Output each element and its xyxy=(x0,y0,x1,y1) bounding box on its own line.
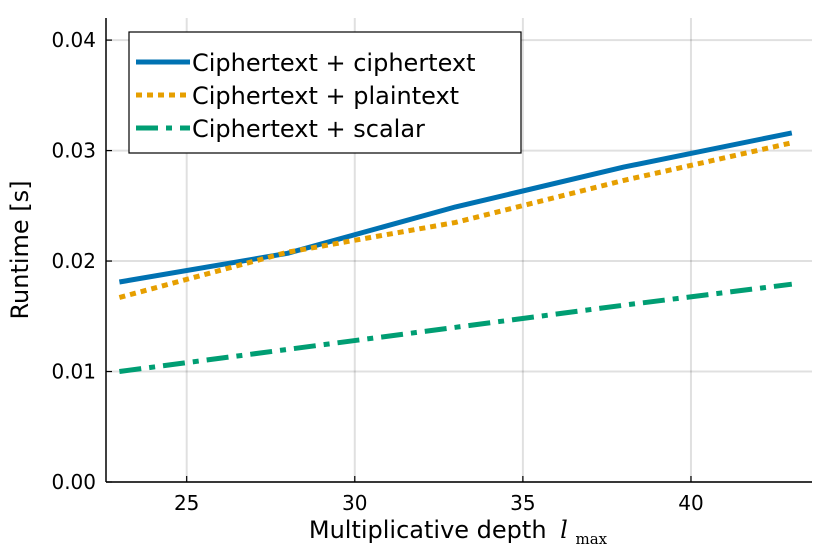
legend-box xyxy=(128,31,522,154)
series-line-2 xyxy=(118,140,793,300)
series-lines xyxy=(118,130,793,374)
legend-label-1: Ciphertext + ciphertext xyxy=(192,49,476,77)
x-axis-label-math: l xyxy=(560,516,568,544)
series-line-3 xyxy=(119,281,793,374)
x-axis-label-subscript: max xyxy=(576,530,608,548)
legend-label-3: Ciphertext + scalar xyxy=(192,115,425,143)
x-tick-label: 40 xyxy=(678,491,703,515)
y-tick-label: 0.04 xyxy=(51,28,96,52)
y-tick-label: 0.01 xyxy=(51,360,96,384)
y-tick-label: 0.03 xyxy=(51,139,96,163)
y-tick-label: 0.00 xyxy=(51,470,96,494)
x-axis-label: Multiplicative depth l max xyxy=(309,516,608,548)
x-tick-label: 30 xyxy=(342,491,367,515)
legend-label-2: Ciphertext + plaintext xyxy=(192,82,459,110)
y-ticks: 0.00 0.01 0.02 0.03 0.04 xyxy=(51,28,112,494)
x-tick-label: 35 xyxy=(510,491,535,515)
x-axis-label-text: Multiplicative depth xyxy=(309,516,547,544)
x-ticks: 25 30 35 40 xyxy=(174,476,704,515)
axes xyxy=(105,18,812,483)
series-line-1 xyxy=(118,130,793,285)
x-tick-label: 25 xyxy=(174,491,199,515)
y-axis-label: Runtime [s] xyxy=(6,180,34,319)
legend: Ciphertext + ciphertext Ciphertext + plai… xyxy=(128,31,522,154)
y-tick-label: 0.02 xyxy=(51,249,96,273)
